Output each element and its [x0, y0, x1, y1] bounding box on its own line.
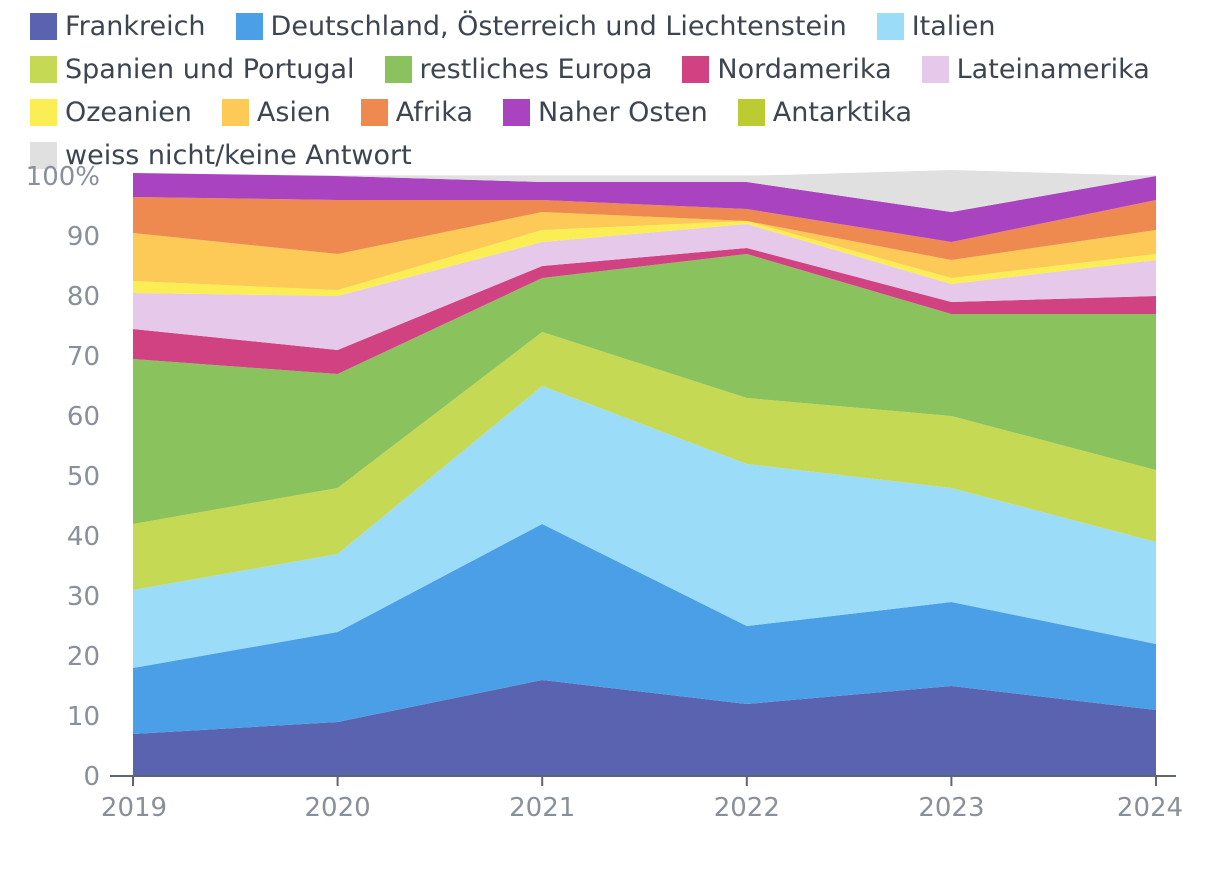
area-deutschland-sterreich-und-liechtenstein — [133, 524, 1156, 734]
x-tick-label: 2021 — [509, 793, 575, 823]
legend-swatch — [30, 13, 57, 40]
legend-label: Frankreich — [65, 11, 206, 42]
x-tick-label: 2024 — [1117, 793, 1183, 823]
legend-swatch — [235, 13, 263, 40]
legend-item-frankreich: Frankreich — [30, 10, 206, 43]
legend-swatch — [503, 99, 531, 126]
chart-legend: Frankreich Deutschland, Österreich und Li… — [30, 10, 1200, 172]
area-spanien-und-portugal — [133, 332, 1156, 590]
area-asien — [133, 212, 1156, 290]
legend-label: weiss nicht/keine Antwort — [65, 140, 412, 171]
x-tick-label: 2022 — [714, 793, 780, 823]
y-tick-label: 10 — [67, 702, 100, 732]
y-tick-label: 0 — [83, 762, 100, 792]
y-tick-label: 40 — [67, 522, 100, 552]
legend-label: Ozeanien — [65, 97, 192, 128]
legend-swatch — [30, 142, 57, 169]
area-lateinamerika — [133, 224, 1156, 350]
y-tick-label: 20 — [67, 642, 100, 672]
area-afrika — [133, 197, 1156, 260]
x-tick-label: 2023 — [918, 793, 984, 823]
legend-item-nordamerika: Nordamerika — [682, 53, 892, 86]
legend-item-naher-osten: Naher Osten — [503, 96, 708, 129]
legend-item-restliches-europa: restliches Europa — [384, 53, 653, 86]
y-tick-label: 60 — [67, 402, 100, 432]
y-tick-label: 30 — [67, 582, 100, 612]
legend-label: Lateinamerika — [956, 54, 1150, 85]
legend-item-spanien-und-portugal: Spanien und Portugal — [30, 53, 355, 86]
legend-label: Nordamerika — [717, 54, 892, 85]
area-naher-osten — [133, 173, 1156, 242]
legend-swatch — [682, 56, 710, 83]
legend-label: Italien — [911, 11, 996, 42]
area-ozeanien — [133, 221, 1156, 296]
y-tick-label: 100% — [26, 162, 100, 192]
legend-item-italien: Italien — [876, 10, 996, 43]
legend-item-antarktika: Antarktika — [737, 96, 913, 129]
legend-swatch — [876, 13, 904, 40]
legend-item-afrika: Afrika — [360, 96, 474, 129]
legend-swatch — [30, 99, 57, 126]
area-series — [133, 170, 1156, 776]
y-tick-label: 50 — [67, 462, 100, 492]
legend-item-weiss-nicht-keine-antwort: weiss nicht/keine Antwort — [30, 139, 412, 172]
axes: 0 10 20 30 40 50 60 70 80 90 100% 2019 2020 2021 2022 2… — [26, 162, 1183, 823]
legend-label: Spanien und Portugal — [65, 54, 355, 85]
legend-label: Deutschland, Österreich und Liechtenstei… — [270, 11, 847, 42]
x-tick-label: 2020 — [305, 793, 371, 823]
y-tick-label: 80 — [67, 282, 100, 312]
legend-item-deutschland-sterreich-und-liechtenstein: Deutschland, Österreich und Liechtenstei… — [235, 10, 847, 43]
area-nordamerika — [133, 248, 1156, 374]
area-italien — [133, 386, 1156, 668]
stacked-area-chart: 0 10 20 30 40 50 60 70 80 90 100% 2019 2020 2021 2022 2… — [26, 162, 1183, 823]
area-restliches-europa — [133, 254, 1156, 524]
area-frankreich — [133, 680, 1156, 776]
legend-item-lateinamerika: Lateinamerika — [921, 53, 1150, 86]
legend-swatch — [384, 56, 412, 83]
legend-label: Antarktika — [772, 97, 913, 128]
legend-label: Asien — [256, 97, 331, 128]
legend-item-asien: Asien — [221, 96, 331, 129]
legend-swatch — [360, 99, 388, 126]
legend-label: restliches Europa — [419, 54, 653, 85]
legend-item-ozeanien: Ozeanien — [30, 96, 192, 129]
legend-label: Naher Osten — [538, 97, 708, 128]
legend-swatch — [30, 56, 57, 83]
legend-swatch — [221, 99, 249, 126]
x-tick-label: 2019 — [101, 793, 167, 823]
legend-swatch — [737, 99, 765, 126]
y-tick-label: 90 — [67, 222, 100, 252]
legend-swatch — [921, 56, 949, 83]
legend-label: Afrika — [395, 97, 474, 128]
area-weiss-nicht-keine-antwort — [133, 170, 1156, 212]
y-tick-label: 70 — [67, 342, 100, 372]
